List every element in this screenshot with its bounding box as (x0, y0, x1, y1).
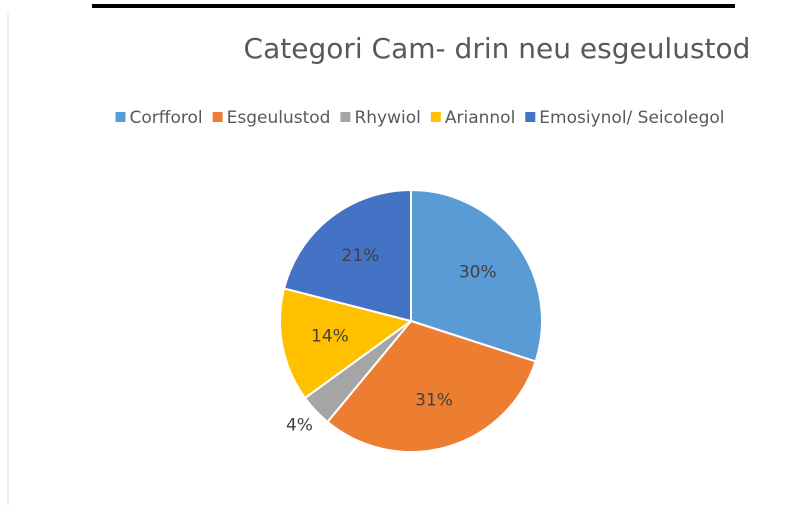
pie-slice (410, 188, 543, 363)
legend-swatch (340, 112, 351, 122)
chart-title: Categori Cam- drin neu esgeulustod (244, 32, 751, 65)
data-label: 4% (286, 416, 313, 436)
legend-label: Emosiynol/ Seicolegol (539, 108, 724, 128)
legend-swatch (212, 112, 223, 122)
legend-swatch (115, 112, 126, 122)
data-label: 14% (311, 326, 349, 346)
legend-label: Esgeulustod (227, 108, 331, 128)
pie-slice (279, 287, 414, 400)
pie-slice (282, 188, 412, 323)
legend-label: Rhywiol (354, 108, 420, 128)
data-label: 31% (415, 390, 453, 410)
legend-label: Ariannol (445, 108, 515, 128)
data-label: 21% (342, 246, 380, 266)
data-label: 30% (459, 262, 497, 282)
legend-swatch (525, 112, 536, 122)
pie-slice (326, 319, 537, 453)
legend-swatch (430, 112, 441, 122)
legend-label: Corfforol (129, 108, 202, 128)
